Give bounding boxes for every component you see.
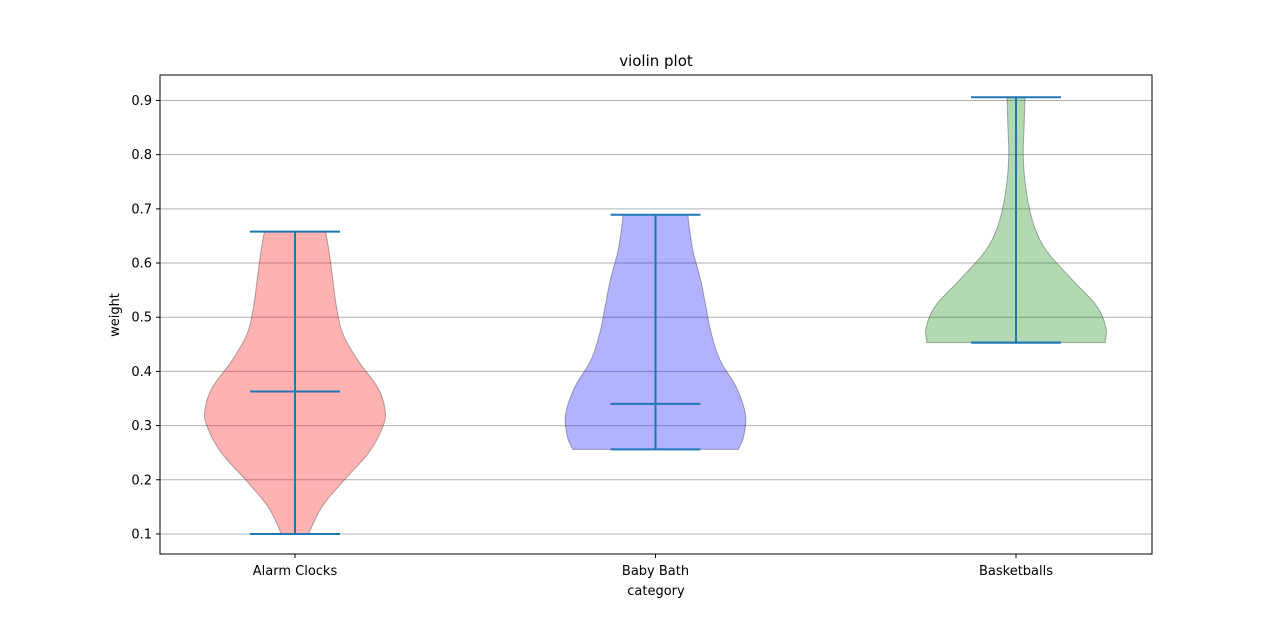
x-tick-label: Basketballs	[979, 564, 1053, 579]
y-axis: 0.1 0.2 0.3 0.4 0.5 0.6 0.7 0.8 0.9	[131, 94, 160, 542]
y-tick-label: 0.1	[131, 527, 152, 542]
y-tick-label: 0.9	[131, 94, 152, 109]
y-tick-label: 0.7	[131, 202, 152, 217]
y-tick-label: 0.2	[131, 473, 152, 488]
y-tick-label: 0.3	[131, 419, 152, 434]
x-tick-label: Baby Bath	[622, 564, 689, 579]
y-tick-label: 0.5	[131, 311, 152, 326]
y-axis-label: weight	[108, 293, 123, 337]
chart-title: violin plot	[619, 52, 693, 70]
y-tick-label: 0.4	[131, 365, 152, 380]
x-axis-label: category	[627, 584, 685, 599]
x-axis: Alarm Clocks Baby Bath Basketballs	[253, 554, 1053, 579]
y-tick-label: 0.6	[131, 257, 152, 272]
x-tick-label: Alarm Clocks	[253, 564, 338, 579]
violin-stat-lines	[250, 96, 1061, 535]
y-tick-label: 0.8	[131, 148, 152, 163]
